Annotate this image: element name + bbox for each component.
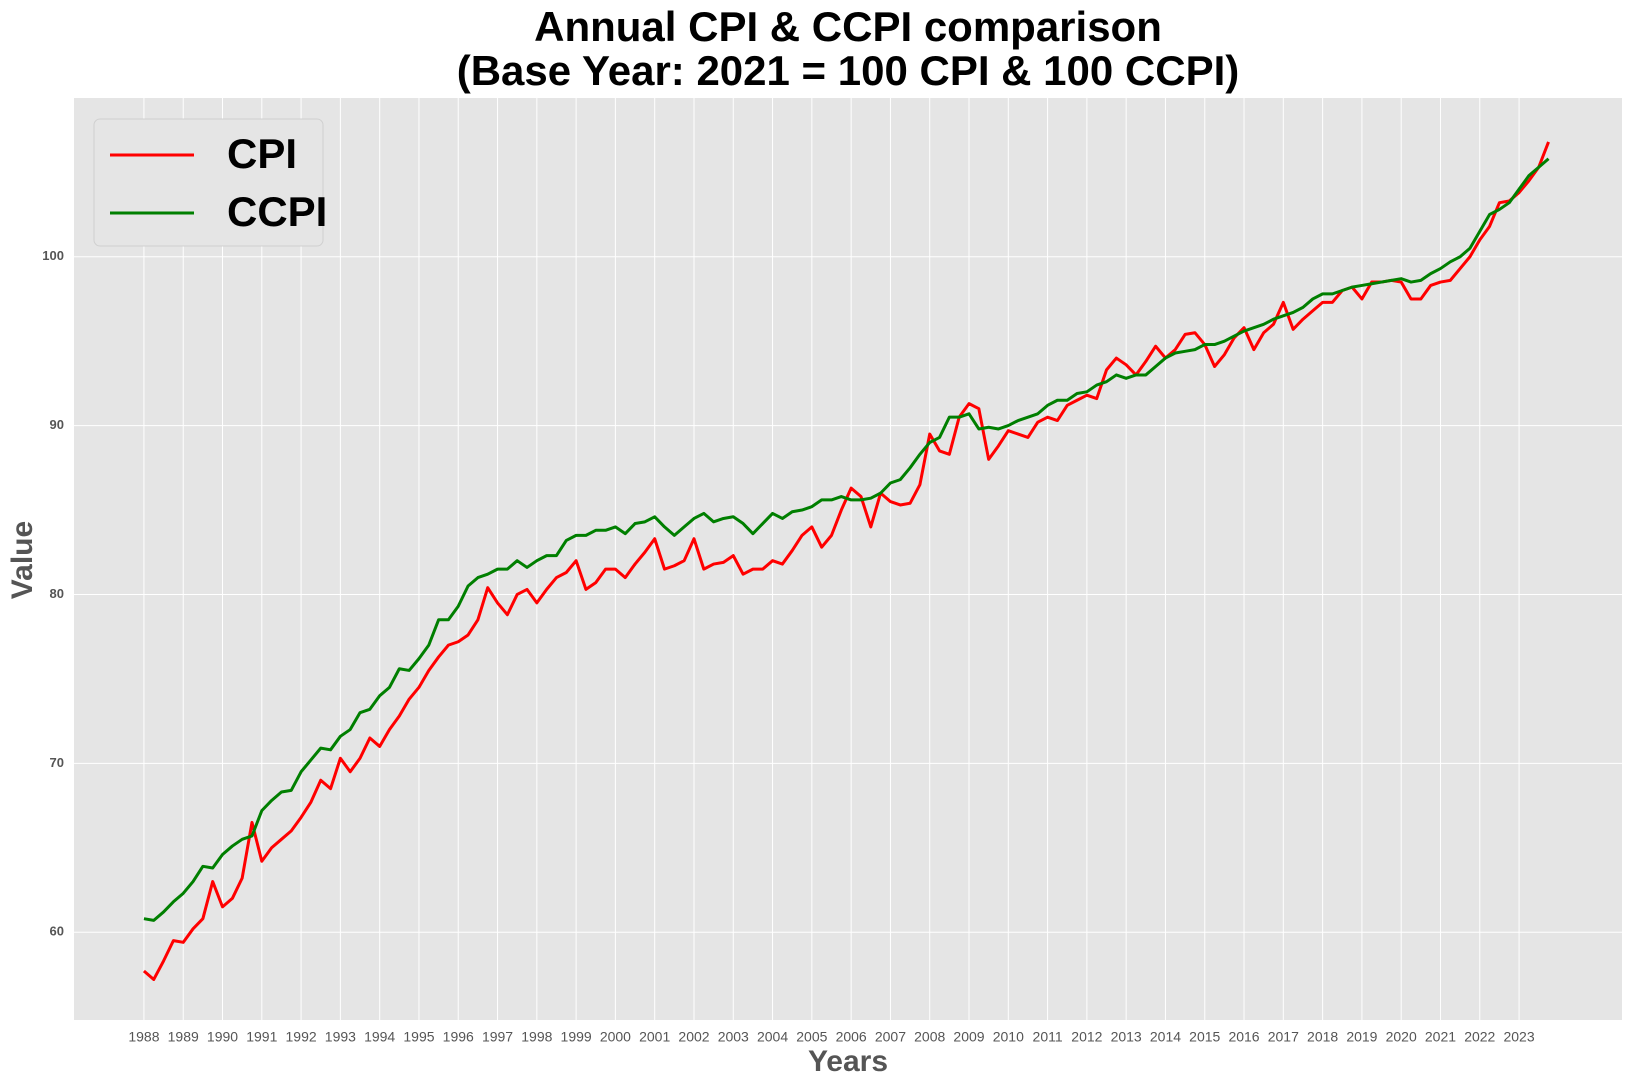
chart-title: Annual CPI & CCPI comparison: [534, 3, 1162, 50]
x-tick-label: 2010: [993, 1029, 1024, 1045]
x-tick-label: 2006: [836, 1029, 867, 1045]
x-tick-label: 1996: [443, 1029, 474, 1045]
x-tick-label: 2001: [639, 1029, 670, 1045]
x-tick-label: 1993: [325, 1029, 356, 1045]
x-tick-label: 1997: [482, 1029, 513, 1045]
x-tick-label: 2011: [1033, 1029, 1063, 1045]
x-tick-label: 2008: [914, 1029, 945, 1045]
x-tick-label: 2000: [600, 1029, 631, 1045]
x-tick-label: 1990: [207, 1029, 238, 1045]
x-tick-label: 2013: [1111, 1029, 1142, 1045]
x-tick-label: 1995: [403, 1029, 434, 1045]
x-tick-label: 1988: [128, 1029, 159, 1045]
x-tick-label: 2007: [875, 1029, 906, 1045]
y-tick-label: 60: [50, 924, 64, 939]
plot-area: [74, 98, 1622, 1020]
x-tick-label: 2005: [796, 1029, 827, 1045]
y-tick-label: 100: [42, 248, 64, 263]
x-tick-label: 1989: [168, 1029, 199, 1045]
x-tick-label: 1999: [561, 1029, 592, 1045]
x-tick-label: 2016: [1228, 1029, 1259, 1045]
y-axis-label: Value: [6, 521, 39, 599]
x-tick-label: 2022: [1464, 1029, 1495, 1045]
x-tick-label: 2002: [678, 1029, 709, 1045]
y-tick-label: 80: [50, 586, 64, 601]
x-tick-label: 2004: [757, 1029, 788, 1045]
y-tick-label: 70: [50, 755, 64, 770]
y-tick-label: 90: [50, 417, 64, 432]
x-tick-label: 2023: [1503, 1029, 1534, 1045]
x-axis-label: Years: [808, 1045, 888, 1078]
line-series: [143, 157, 1550, 922]
x-tick-label: 2012: [1071, 1029, 1102, 1045]
x-tick-label: 2015: [1189, 1029, 1220, 1045]
x-tick-label: 2003: [718, 1029, 749, 1045]
x-tick-label: 2017: [1268, 1029, 1299, 1045]
legend-label: CCPI: [227, 188, 327, 235]
x-tick-label: 2014: [1150, 1029, 1181, 1045]
x-tick-label: 1991: [246, 1029, 277, 1045]
x-tick-label: 2020: [1386, 1029, 1417, 1045]
x-tick-label: 2019: [1346, 1029, 1377, 1045]
x-tick-label: 2018: [1307, 1029, 1338, 1045]
chart-subtitle: (Base Year: 2021 = 100 CPI & 100 CCPI): [457, 47, 1240, 94]
x-tick-label: 1992: [286, 1029, 317, 1045]
x-tick-label: 1994: [364, 1029, 395, 1045]
x-tick-label: 2009: [953, 1029, 984, 1045]
x-tick-label: 1998: [521, 1029, 552, 1045]
x-tick-label: 2021: [1425, 1029, 1456, 1045]
legend-label: CPI: [227, 130, 297, 177]
